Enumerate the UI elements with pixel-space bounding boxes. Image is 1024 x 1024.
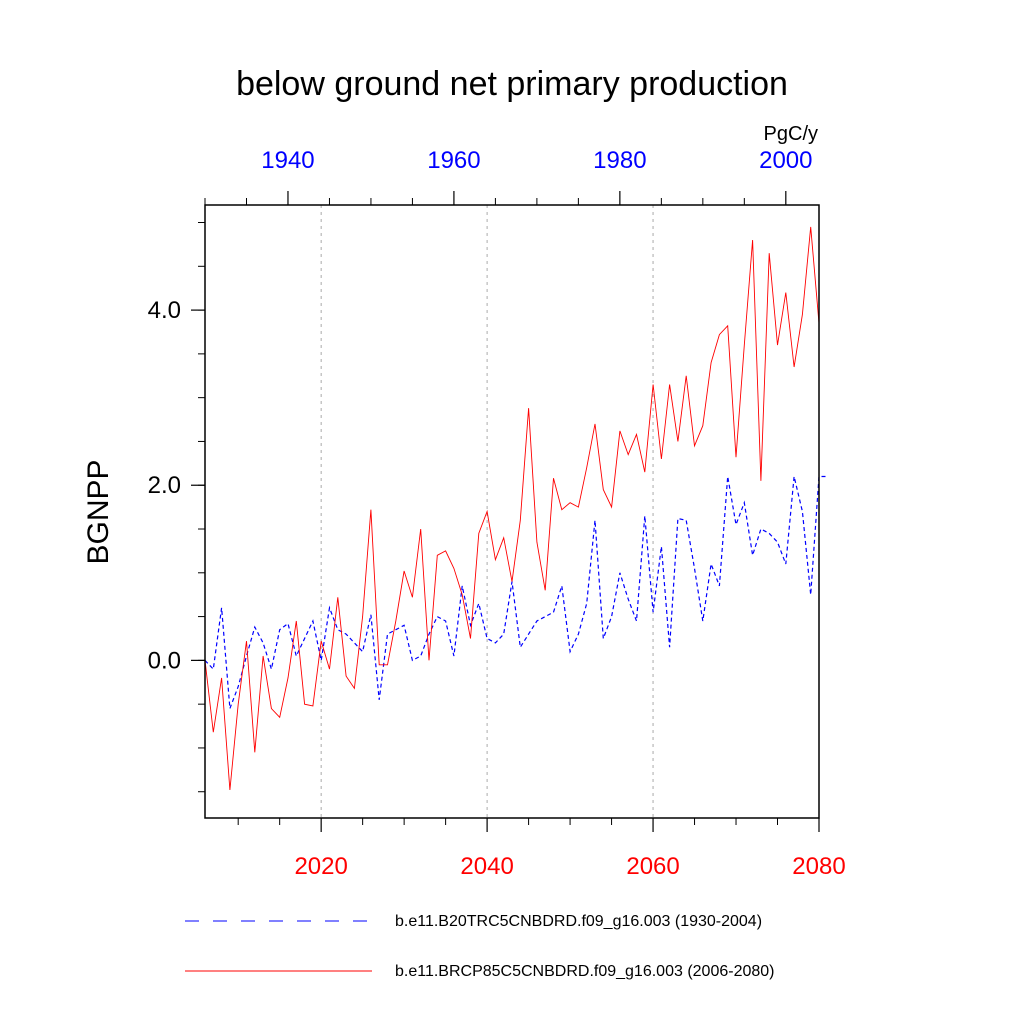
y-tick-label: 4.0 <box>148 297 181 324</box>
x-top-tick-label: 2000 <box>759 147 812 174</box>
units-label: PgC/y <box>764 123 818 145</box>
x-top-tick-label: 1940 <box>261 147 314 174</box>
x-bottom-tick-label: 2080 <box>792 853 845 880</box>
plot-series <box>204 226 828 791</box>
x-top-tick-label: 1960 <box>427 147 480 174</box>
y-tick-label: 0.0 <box>148 647 181 674</box>
plot-frame <box>204 204 820 819</box>
x-top-tick-label: 1980 <box>593 147 646 174</box>
legend-label-historical: b.e11.B20TRC5CNBDRD.f09_g16.003 (1930-20… <box>395 913 762 930</box>
y-axis-label: BGNPP <box>82 459 115 564</box>
axes: 0.0 2.0 4.0 2020 2040 2060 2080 1940 1960 1980 200… <box>148 147 846 880</box>
y-tick-label: 2.0 <box>148 472 181 499</box>
series-line-rcp85 <box>204 226 820 791</box>
chart-title: below ground net primary production <box>236 65 788 103</box>
legend: b.e11.B20TRC5CNBDRD.f09_g16.003 (1930-20… <box>185 913 774 980</box>
x-bottom-tick-label: 2020 <box>294 853 347 880</box>
series-line-historical <box>204 475 828 709</box>
legend-label-rcp85: b.e11.BRCP85C5CNBDRD.f09_g16.003 (2006-2… <box>395 963 774 980</box>
x-bottom-tick-label: 2060 <box>626 853 679 880</box>
x-bottom-tick-label: 2040 <box>460 853 513 880</box>
